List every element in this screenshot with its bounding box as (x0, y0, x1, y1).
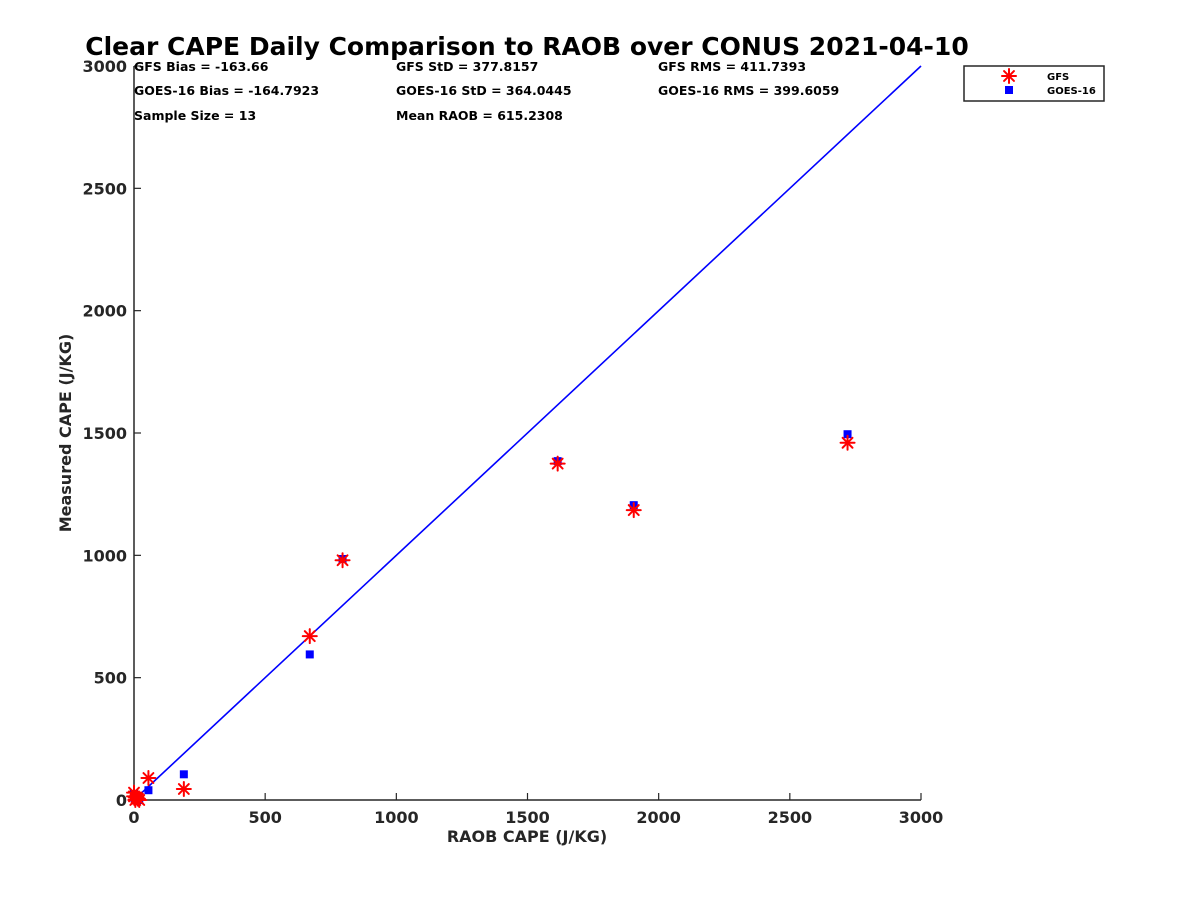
plot-area: 0 500 1000 1500 2000 2500 3000 0 500 1000 1500 2000… (82, 57, 943, 827)
stat-text: GOES-16 Bias = -164.7923 (134, 83, 319, 98)
series-gfs (126, 434, 856, 808)
legend-label: GFS (1047, 72, 1069, 83)
y-axis-label: Measured CAPE (J/KG) (56, 334, 75, 533)
gfs-data-point (140, 769, 157, 786)
gfs-data-point (625, 502, 642, 519)
legend: GFS GOES-16 (963, 65, 1105, 102)
x-tick-label: 1500 (505, 808, 550, 827)
stat-text: Mean RAOB = 615.2308 (396, 108, 563, 123)
stat-text: GFS Bias = -163.66 (134, 59, 269, 74)
legend-goes16-marker (1005, 86, 1013, 94)
x-tick-label: 500 (248, 808, 281, 827)
y-tick-label: 2000 (82, 302, 127, 321)
goes16-data-point (179, 770, 188, 779)
legend-gfs-marker (1001, 68, 1017, 84)
y-tick-label: 1500 (82, 424, 127, 443)
statistics-panel: GFS Bias = -163.66 GFS StD = 377.8157 GFS … (134, 59, 839, 123)
x-axis-label: RAOB CAPE (J/KG) (447, 827, 607, 846)
goes16-data-point (843, 430, 852, 439)
stat-text: GFS StD = 377.8157 (396, 59, 538, 74)
x-tick-label: 3000 (899, 808, 944, 827)
stat-text: Sample Size = 13 (134, 108, 256, 123)
x-tick-label: 2000 (636, 808, 681, 827)
x-tick-label: 0 (128, 808, 139, 827)
gfs-data-point (126, 788, 142, 805)
gfs-data-point (334, 552, 351, 569)
stat-text: GOES-16 StD = 364.0445 (396, 83, 572, 98)
y-tick-label: 500 (94, 669, 127, 688)
chart-title: Clear CAPE Daily Comparison to RAOB over… (85, 32, 968, 61)
x-tick-label: 1000 (374, 808, 419, 827)
gfs-data-point (839, 434, 856, 451)
one-to-one-line (133, 65, 922, 801)
y-tick-label: 2500 (82, 179, 127, 198)
x-tick-label: 2500 (768, 808, 813, 827)
stat-text: GOES-16 RMS = 399.6059 (658, 83, 839, 98)
y-tick-label: 3000 (82, 57, 127, 76)
goes16-data-point (144, 786, 153, 795)
gfs-data-point (175, 780, 192, 797)
legend-box (963, 65, 1105, 102)
y-tick-label: 0 (116, 791, 127, 810)
y-tick-label: 1000 (82, 546, 127, 565)
goes16-data-point (305, 650, 314, 659)
gfs-data-point (549, 455, 566, 472)
series-goes-16 (130, 430, 852, 804)
legend-label: GOES-16 (1047, 86, 1096, 97)
gfs-data-point (301, 628, 318, 645)
stat-text: GFS RMS = 411.7393 (658, 59, 806, 74)
